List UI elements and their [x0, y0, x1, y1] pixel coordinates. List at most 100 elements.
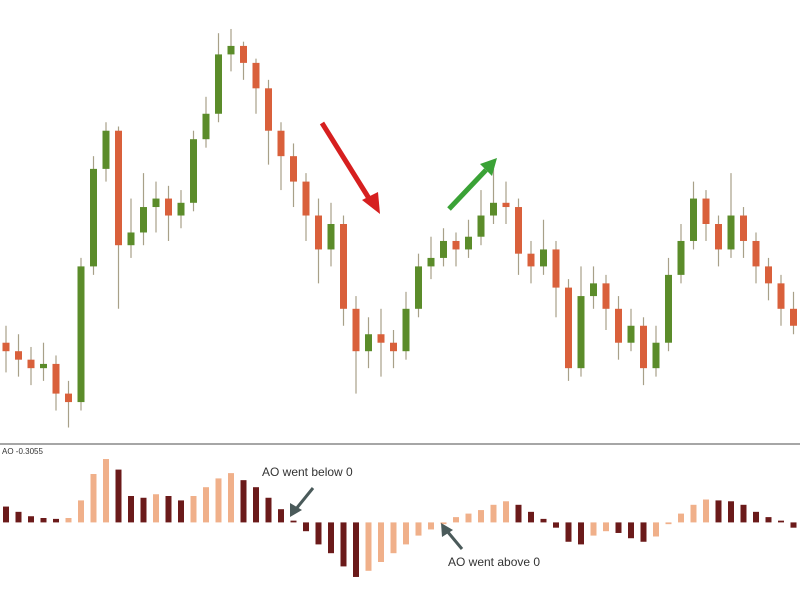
annotation-arrow [294, 487, 315, 510]
ao-bar [590, 522, 597, 536]
candle-body [540, 249, 547, 267]
ao-bar [765, 517, 772, 523]
candle-body [165, 198, 172, 216]
candle-body [240, 45, 247, 63]
candle-body [77, 266, 85, 403]
ao-bar [215, 478, 222, 523]
ao-bar [153, 494, 159, 523]
candle-body [390, 342, 397, 352]
candle-body [227, 45, 235, 55]
ao-bar [528, 511, 534, 523]
ao-bar [403, 522, 409, 545]
candle-body [190, 139, 197, 203]
candle-body [777, 283, 785, 309]
candle-body [252, 62, 260, 89]
candle-body [752, 240, 760, 267]
candle-body [577, 296, 585, 369]
ao-bar [478, 510, 484, 523]
price-panel [2, 28, 797, 428]
ao-bar [790, 522, 797, 528]
ao-bar [678, 513, 684, 523]
ao-bar [278, 509, 284, 523]
ao-bar [440, 522, 447, 525]
candle-body [215, 54, 222, 114]
ao-bar [715, 500, 722, 523]
ao-bar [753, 511, 759, 523]
candle-body [715, 224, 722, 250]
candle-body [277, 130, 285, 157]
candle-body [790, 308, 797, 326]
candle-body [327, 224, 335, 250]
ao-bar [640, 522, 647, 542]
ao-bar [240, 480, 247, 523]
ao-bar [328, 522, 334, 554]
candle-body [452, 240, 460, 250]
ao-bar [428, 522, 434, 530]
annotation: AO went above 0 [448, 555, 540, 569]
ao-bar [140, 497, 147, 523]
candle-body [40, 363, 47, 369]
ao-bar [28, 516, 34, 523]
down-arrow-head [362, 192, 380, 214]
candle-body [640, 325, 647, 369]
ao-bar [653, 522, 659, 537]
candle-body [515, 207, 522, 254]
ao-bar [90, 474, 97, 523]
candle-body [602, 283, 610, 309]
ao-bar [603, 522, 609, 532]
ao-bar [40, 518, 47, 523]
ao-bar [103, 459, 109, 523]
ao-bar [390, 522, 397, 554]
candle-body [627, 325, 635, 343]
annotation-arrow [445, 530, 464, 550]
ao-bar [128, 496, 134, 523]
candle-body [615, 308, 622, 343]
ao-bar [203, 487, 209, 523]
candle-body [2, 342, 10, 352]
ao-bar [515, 504, 522, 523]
candle-body [102, 130, 110, 169]
down-arrow [319, 121, 373, 202]
ao-bar [453, 517, 459, 523]
candle-body [502, 202, 510, 208]
ao-bar [340, 522, 347, 567]
ao-bar [615, 522, 622, 533]
candle-body [415, 266, 422, 309]
annotation-arrow-head [290, 503, 302, 517]
candle-body [202, 113, 210, 140]
ao-bar [690, 504, 697, 523]
candle-body [565, 287, 572, 369]
candle-body [552, 249, 560, 288]
candle-body [290, 156, 297, 182]
candle-body [352, 308, 360, 352]
ao-bar [728, 501, 734, 523]
candle-body [440, 240, 447, 258]
ao-bar [65, 518, 72, 523]
ao-bar [553, 522, 559, 528]
ao-bar [740, 504, 747, 523]
ao-bar [115, 469, 122, 523]
candle-body [302, 181, 310, 216]
candle-body [702, 198, 710, 224]
ao-bar [378, 522, 384, 562]
candle-body [677, 240, 685, 275]
candle-body [265, 88, 272, 131]
candle-body [727, 215, 735, 250]
ao-bar [78, 500, 84, 523]
annotation: AO went below 0 [262, 465, 353, 479]
candle-body [15, 351, 22, 360]
candle-body [490, 202, 497, 216]
ao-bar [315, 522, 322, 545]
candle-body [377, 334, 385, 343]
ao-bar [53, 518, 59, 523]
ao-bar [415, 522, 422, 536]
ao-bar [228, 473, 234, 523]
ao-bar [353, 522, 359, 577]
candle-body [152, 198, 160, 208]
ao-bar [15, 511, 22, 523]
ao-bar [365, 522, 372, 571]
ao-bar [178, 500, 184, 523]
ao-bar [578, 522, 584, 545]
ao-bar [628, 522, 634, 539]
ao-bar [465, 513, 472, 523]
